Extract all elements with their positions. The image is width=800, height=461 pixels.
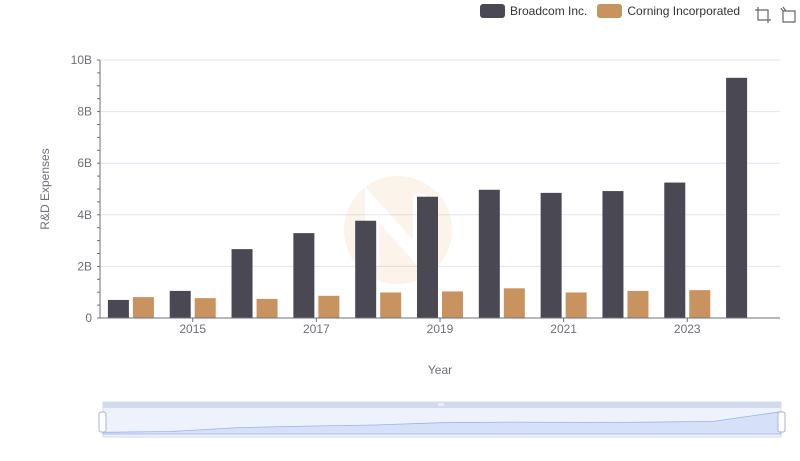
bar-corning — [565, 292, 587, 318]
bar-corning — [318, 295, 340, 318]
bar-broadcom — [231, 249, 253, 318]
datazoom-grip-icon — [438, 403, 444, 406]
bar-broadcom — [293, 233, 315, 318]
y-axis-label: R&D Expenses — [38, 148, 52, 229]
legend-label-broadcom: Broadcom Inc. — [510, 4, 588, 18]
y-tick-label: 0 — [85, 311, 92, 325]
datazoom-right-handle[interactable] — [777, 411, 786, 433]
bar-broadcom — [417, 196, 438, 318]
x-tick-label: 2021 — [550, 322, 577, 336]
y-tick-label: 4B — [77, 208, 92, 222]
legend-swatch-corning — [597, 4, 623, 18]
legend-item-corning[interactable]: Corning Incorporated — [597, 4, 740, 18]
bar-broadcom — [169, 290, 191, 318]
legend-swatch-broadcom — [480, 4, 505, 18]
bar-corning — [132, 297, 154, 318]
y-tick-label: 6B — [77, 156, 92, 170]
bar-corning — [194, 298, 216, 318]
bars — [107, 77, 748, 318]
y-tick-label: 8B — [77, 105, 92, 119]
y-tick-label: 2B — [77, 259, 92, 273]
bar-corning — [627, 290, 649, 318]
datazoom-preview-area — [102, 411, 782, 435]
bar-broadcom — [478, 189, 500, 318]
x-tick-label: 2019 — [427, 322, 454, 336]
y-tick-label: 10B — [71, 53, 92, 67]
bar-broadcom — [107, 299, 129, 318]
legend-item-broadcom[interactable]: Broadcom Inc. — [480, 4, 587, 18]
legend-label-corning: Corning Incorporated — [627, 4, 741, 18]
bar-corning — [503, 288, 525, 318]
bar-broadcom — [726, 77, 748, 318]
restore-icon[interactable] — [780, 6, 798, 24]
bar-corning — [442, 291, 463, 318]
datazoom-top-bar[interactable] — [103, 402, 781, 408]
bar-broadcom — [664, 182, 686, 318]
x-axis-label: Year — [428, 363, 452, 377]
bar-broadcom — [355, 220, 377, 318]
x-tick-label: 2015 — [179, 322, 206, 336]
x-tick-label: 2023 — [674, 322, 701, 336]
bar-corning — [689, 290, 711, 318]
bar-corning — [380, 292, 402, 318]
bar-broadcom — [602, 191, 624, 318]
legend: Broadcom Inc. Corning Incorporated — [480, 4, 750, 18]
bar-broadcom — [540, 192, 562, 318]
bar-corning — [256, 298, 278, 318]
x-tick-label: 2017 — [303, 322, 330, 336]
datazoom-slider[interactable] — [98, 401, 786, 438]
axes: 0 2B 4B 6B 8B 10B 2015 2017 2019 2021 2023 — [71, 53, 780, 336]
zoom-icon[interactable] — [754, 6, 772, 24]
toolbox — [746, 6, 798, 24]
datazoom-left-handle[interactable] — [98, 411, 107, 433]
